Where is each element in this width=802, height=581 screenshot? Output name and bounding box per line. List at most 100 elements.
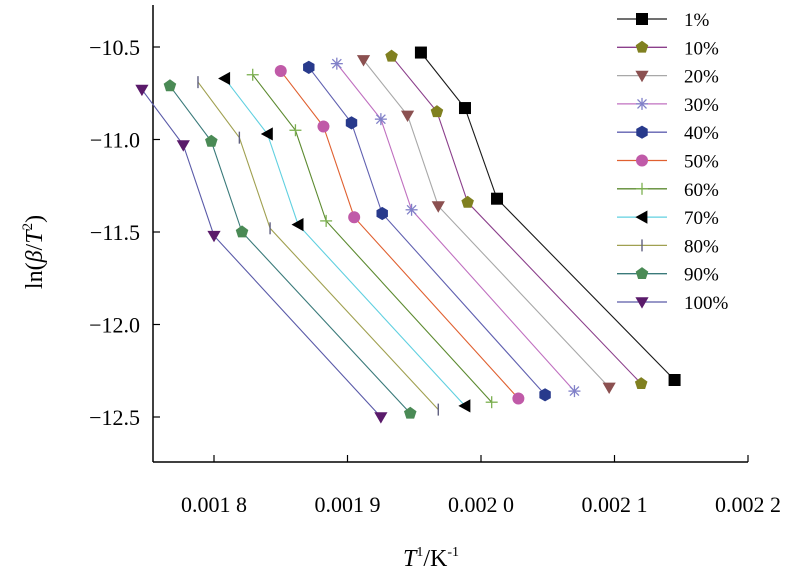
data-point (461, 195, 474, 208)
y-axis-title-beta: β (22, 250, 48, 263)
x-axis-title-sup-a: 1 (416, 545, 423, 560)
data-point-shape (602, 382, 616, 394)
data-point-shape (458, 399, 471, 413)
legend-marker (636, 154, 648, 167)
legend-marker (635, 210, 648, 224)
x-tick-label: 0.002 1 (582, 492, 648, 517)
data-point-shape (274, 65, 287, 78)
legend-marker (635, 40, 649, 53)
series-line-6 (280, 70, 519, 399)
data-point (205, 134, 218, 147)
legend-marker (636, 97, 648, 110)
series-markers (135, 46, 681, 424)
legend-label: 80% (684, 236, 719, 257)
data-point-shape (414, 46, 427, 59)
data-point-shape (491, 192, 504, 205)
legend-marker (635, 297, 649, 309)
legend-marker-shape (635, 267, 649, 280)
data-point (163, 79, 177, 92)
data-point-shape (385, 49, 398, 62)
data-point-shape (207, 230, 221, 243)
legend-label: 100% (684, 293, 729, 314)
series-lines (141, 52, 675, 418)
data-point (289, 124, 302, 137)
data-point-shape (205, 134, 218, 147)
data-point-shape (176, 140, 190, 152)
legend-label: 60% (684, 180, 719, 201)
data-point-shape (235, 225, 249, 238)
data-point (330, 57, 343, 70)
data-point-stroke (331, 58, 342, 69)
series-line-8 (224, 78, 466, 407)
data-point (374, 113, 387, 126)
data-point (356, 55, 371, 67)
data-point (176, 140, 190, 152)
series-line-7 (252, 74, 493, 403)
data-point (274, 65, 287, 78)
y-tick-label: −10.5 (89, 35, 140, 60)
legend-label: 30% (684, 95, 719, 116)
data-point-stroke (569, 386, 580, 397)
legend-label: 50% (684, 152, 719, 173)
data-point (602, 382, 616, 394)
data-point (539, 388, 551, 402)
y-tick-label: −11.5 (90, 220, 140, 245)
data-point-shape (374, 412, 388, 424)
legend-marker-stroke (637, 98, 647, 109)
legend-marker-shape (635, 210, 648, 224)
legend-marker-shape (635, 297, 649, 309)
x-axis-title-sup-b: -1 (447, 545, 459, 560)
legend-label: 40% (684, 123, 719, 144)
legend-marker-shape (635, 70, 649, 83)
x-tick-label: 0.002 2 (715, 492, 781, 517)
data-point-shape (634, 377, 648, 390)
data-point-shape (218, 71, 231, 86)
data-point (260, 127, 273, 141)
data-point (235, 225, 249, 238)
x-axis-title: T1/K-1 (403, 545, 459, 572)
legend-marker (635, 70, 649, 83)
data-point (385, 49, 398, 62)
data-point-shape (356, 55, 371, 67)
x-axis-title-unit: /K (423, 546, 448, 572)
legend-marker-shape (636, 154, 648, 167)
data-point-shape (539, 388, 551, 402)
data-point (320, 214, 333, 227)
data-point-shape (348, 211, 361, 224)
data-point (246, 68, 259, 81)
data-point (491, 192, 504, 205)
data-point (400, 110, 415, 123)
legend-marker (636, 182, 648, 195)
series-line-2 (391, 55, 642, 385)
legend-label: 90% (684, 265, 719, 286)
y-tick-label: −12.5 (89, 405, 140, 430)
legend-label: 10% (684, 38, 719, 59)
series-line-1 (420, 52, 675, 381)
y-axis-title-slash: / (22, 243, 48, 250)
data-point (303, 60, 315, 74)
data-point-shape (403, 406, 417, 419)
data-point-shape (430, 105, 444, 118)
data-point (485, 396, 498, 409)
data-point (218, 71, 231, 86)
y-tick-label: −11.0 (90, 128, 140, 153)
data-point-shape (291, 218, 304, 232)
data-point (414, 46, 427, 59)
legend-marker-shape (635, 40, 649, 53)
y-axis-title-prefix: ln( (22, 262, 48, 289)
legend-marker (635, 267, 649, 280)
data-point-shape (458, 102, 471, 115)
data-point-shape (431, 201, 445, 213)
data-point (405, 203, 418, 216)
data-point-shape (163, 79, 177, 92)
data-point-shape (376, 206, 388, 221)
data-point (430, 105, 444, 118)
y-axis-title: ln(β/T2) (20, 215, 48, 289)
legend-marker-shape (636, 13, 648, 25)
data-point-shape (135, 84, 149, 97)
data-point-shape (400, 110, 415, 123)
y-axis-title-sup: 2 (20, 223, 36, 231)
data-point (568, 385, 581, 398)
series-line-5 (308, 66, 546, 396)
